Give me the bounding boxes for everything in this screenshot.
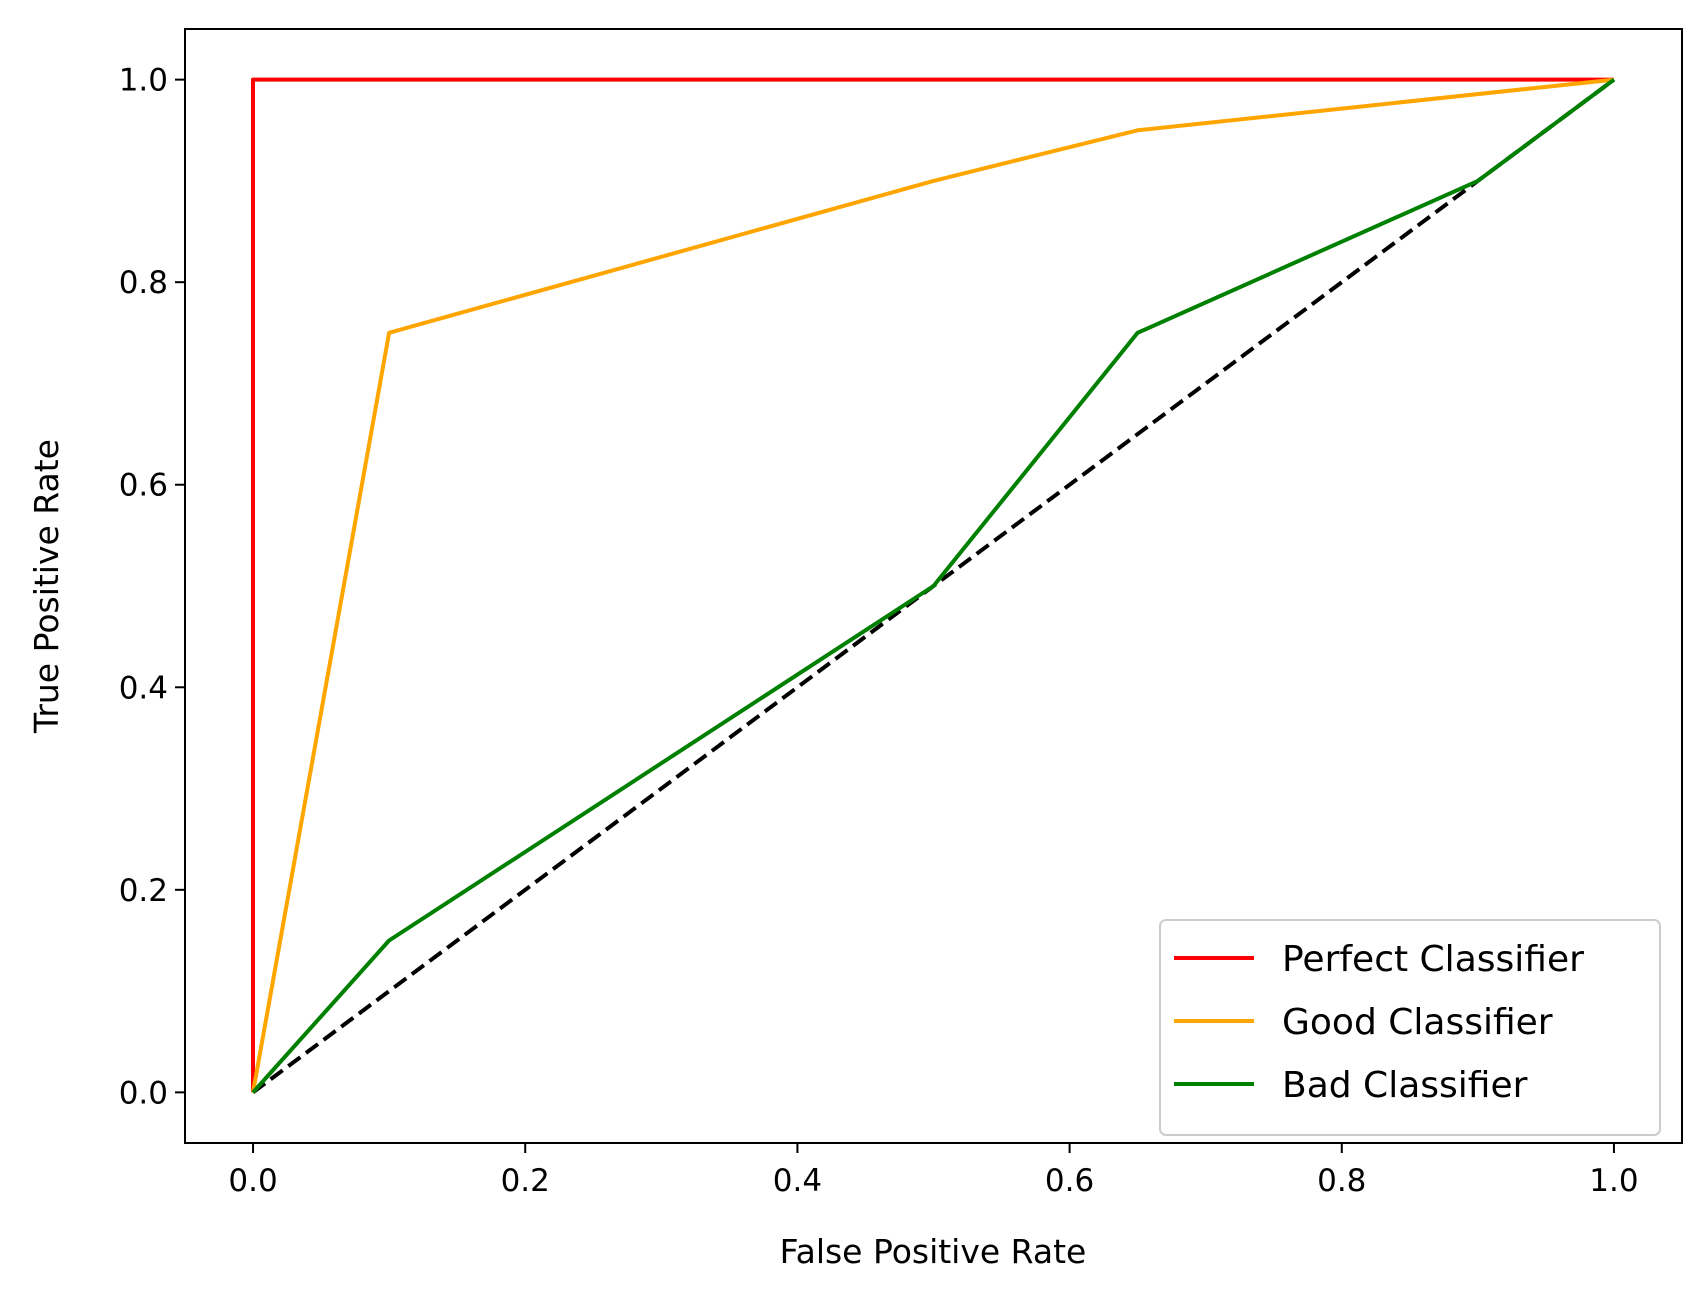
legend-label: Perfect Classifier	[1282, 939, 1584, 980]
legend-label: Good Classifier	[1282, 1002, 1553, 1043]
legend-box	[1159, 919, 1661, 1136]
x-tick-label: 0.6	[1045, 1163, 1094, 1199]
y-axis-label: True Positive Rate	[27, 439, 66, 734]
x-tick-label: 0.2	[501, 1163, 550, 1199]
x-tick-label: 0.4	[773, 1163, 822, 1199]
y-axis-ticks: 0.0 0.2 0.4 0.6 0.8 1.0	[119, 63, 185, 1111]
y-tick-label: 0.2	[119, 873, 168, 909]
series-bad-classifier	[251, 77, 1616, 1094]
x-axis-label: False Positive Rate	[780, 1232, 1087, 1271]
x-tick-label: 0.0	[228, 1163, 277, 1199]
plot-lines	[251, 77, 1616, 1095]
y-tick-label: 0.6	[119, 468, 168, 504]
x-tick-label: 1.0	[1589, 1163, 1638, 1199]
series-perfect-classifier	[251, 77, 1614, 1093]
y-tick-label: 0.4	[119, 670, 168, 706]
legend: Perfect Classifier Good Classifier Bad Cla…	[1159, 919, 1661, 1136]
x-axis-ticks: 0.0 0.2 0.4 0.6 0.8 1.0	[228, 1143, 1639, 1199]
series-good-classifier	[251, 77, 1615, 1093]
legend-label: Bad Classifier	[1282, 1065, 1528, 1106]
y-tick-label: 0.0	[119, 1075, 168, 1111]
x-tick-label: 0.8	[1317, 1163, 1366, 1199]
y-tick-label: 1.0	[119, 63, 168, 99]
axes-frame	[184, 28, 1683, 1144]
y-tick-label: 0.8	[119, 265, 168, 301]
